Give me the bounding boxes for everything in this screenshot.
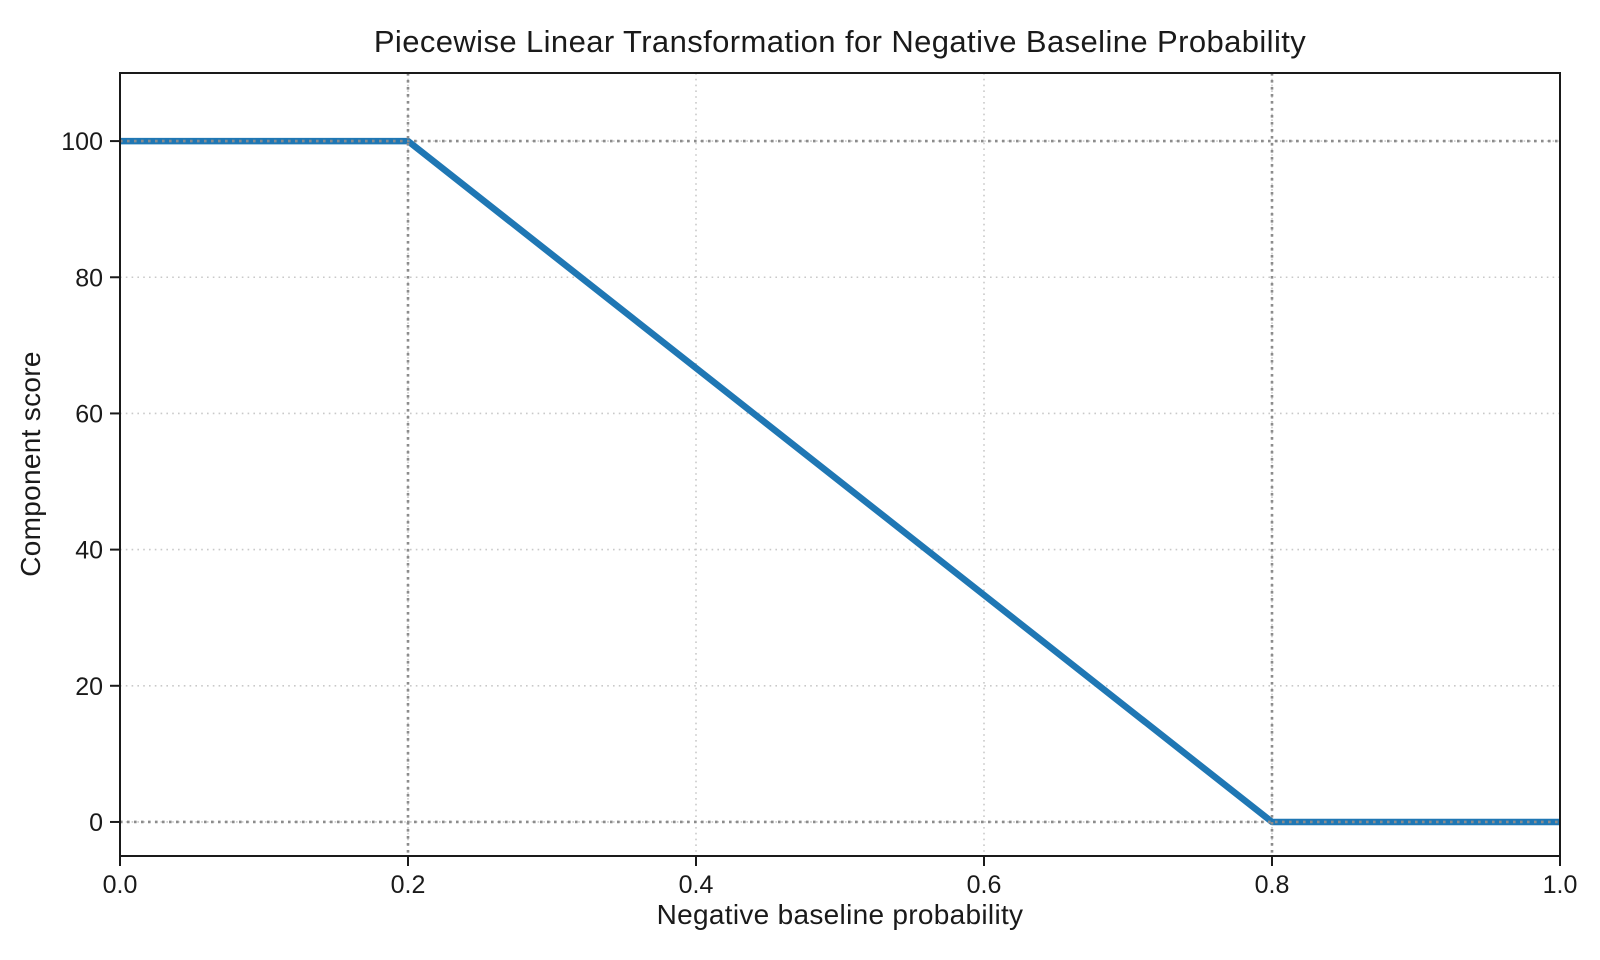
x-tick-label: 0.2 — [391, 871, 426, 899]
x-tick-label: 0.0 — [103, 871, 138, 899]
reference-lines-layer — [120, 73, 1560, 856]
chart-title: Piecewise Linear Transformation for Nega… — [374, 24, 1306, 59]
y-axis-label: Component score — [15, 351, 46, 577]
plot-border — [119, 72, 1561, 857]
y-tick-label: 0 — [89, 809, 103, 837]
gridlines-layer — [119, 73, 1561, 856]
series-layer — [120, 137, 1560, 826]
axes-layer — [110, 72, 1561, 866]
x-tick-label: 0.6 — [967, 871, 1002, 899]
x-tick-label: 0.4 — [679, 871, 714, 899]
y-tick-label: 60 — [75, 400, 103, 428]
x-tick-label: 0.8 — [1255, 871, 1290, 899]
x-axis-label: Negative baseline probability — [657, 899, 1024, 930]
series-line — [120, 137, 1560, 826]
y-tick-label: 80 — [75, 264, 103, 292]
y-tick-label: 100 — [61, 128, 103, 156]
y-tick-label: 20 — [75, 673, 103, 701]
x-tick-label: 1.0 — [1543, 871, 1578, 899]
y-tick-label: 40 — [75, 537, 103, 565]
tick-labels-layer: 0.0 0.2 0.4 0.6 0.8 1.0 0 20 40 60 80 100 — [61, 128, 1577, 899]
